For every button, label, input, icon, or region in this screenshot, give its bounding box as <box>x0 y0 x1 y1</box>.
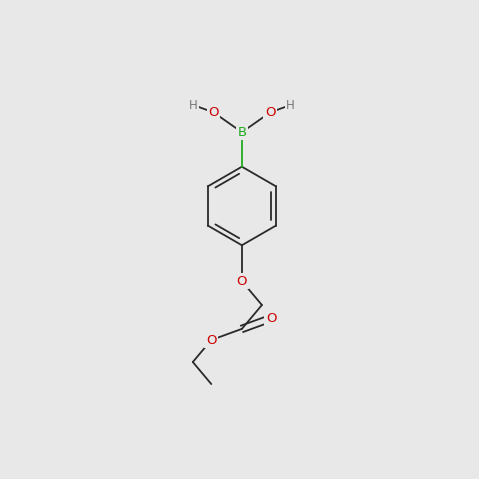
Text: H: H <box>286 99 295 112</box>
Text: O: O <box>206 333 217 346</box>
Text: O: O <box>266 312 276 325</box>
Text: O: O <box>265 106 275 119</box>
Text: H: H <box>189 99 198 112</box>
Text: O: O <box>208 106 219 119</box>
Text: B: B <box>237 125 247 139</box>
Text: O: O <box>237 274 247 288</box>
